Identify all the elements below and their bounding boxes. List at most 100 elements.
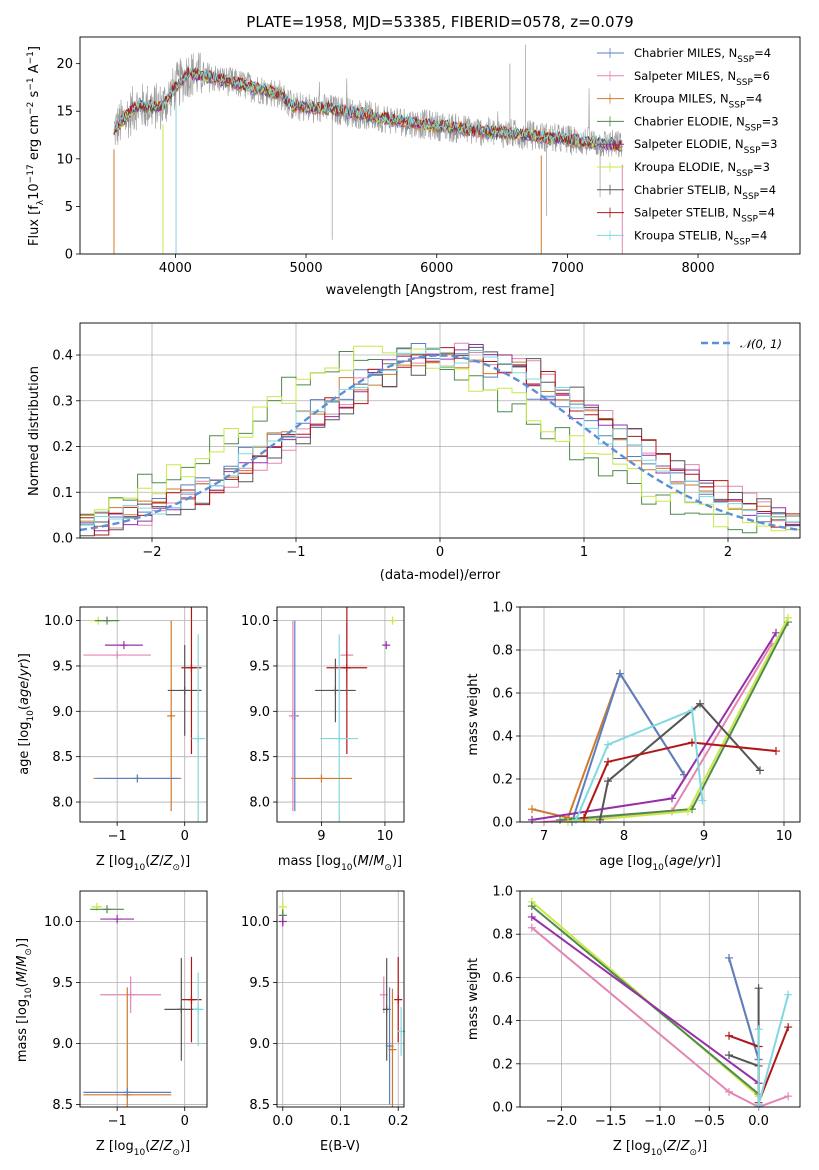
weight-series-line: [728, 957, 760, 1060]
axis-label-part: (: [664, 854, 669, 869]
legend-label-part: Kroupa MILES, N: [634, 92, 729, 106]
axis-label-part: 10: [134, 1148, 146, 1158]
y-tick-label: 8.5: [249, 750, 270, 765]
axis-label-part: ⊙: [24, 948, 34, 956]
weight-point: [756, 766, 764, 775]
spectrum-ylabel-part: 10: [27, 183, 42, 200]
legend-label-part: SSP: [737, 55, 754, 65]
y-tick-label: 0.8: [492, 928, 513, 943]
axis-label-part: )]: [392, 854, 402, 869]
y-tick-label: 20: [56, 57, 73, 72]
data-point: [194, 1005, 203, 1014]
x-tick-label: 5000: [290, 261, 323, 276]
axis-label-part: Z: [163, 854, 174, 869]
legend-label-part: SSP: [734, 237, 751, 247]
axis-label-part: /: [159, 854, 164, 869]
weight-point: [772, 628, 780, 637]
legend-label: Kroupa STELIB, NSSP=4: [634, 228, 767, 247]
axis-label-part: age: [669, 854, 693, 869]
weight-point: [754, 984, 763, 993]
x-tick-label: 4000: [159, 261, 192, 276]
y-tick-label: 0.2: [492, 773, 513, 788]
data-point: [288, 711, 297, 720]
weight-point: [688, 738, 696, 747]
data-point: [388, 1045, 397, 1054]
x-tick-label: 9: [700, 829, 708, 844]
legend-label-part: SSP: [729, 101, 746, 111]
axis-label-part: Z: [680, 1139, 691, 1154]
y-tick-label: 8.0: [249, 796, 270, 811]
x-tick-label: 1: [580, 545, 588, 560]
weight-point: [604, 777, 612, 786]
axis-label-part: Z [log: [96, 854, 134, 869]
figure-title: PLATE=1958, MJD=53385, FIBERID=0578, z=0…: [246, 13, 633, 31]
legend-label-part: =4: [745, 92, 762, 106]
axis-label-part: 10: [341, 863, 353, 873]
data-point: [394, 995, 403, 1004]
y-tick-label: 0.0: [492, 816, 513, 831]
axis-label: mass [log10(M/M⊙)]: [278, 854, 402, 873]
y-tick-label: 0.4: [52, 349, 73, 364]
weight-point: [556, 815, 564, 824]
axis-label-part: ⊙: [172, 1148, 180, 1158]
residuals-ylabel: Normed distribution: [27, 366, 42, 496]
axis-label-part: M: [15, 971, 30, 982]
axes-frame: [519, 890, 801, 1108]
spectrum-panel: 4000 5000 6000 7000 8000 0 5 10 15 20 wavelength […: [26, 36, 801, 298]
mass-vs-ebv-panel: 0.0 0.1 0.2 8.5 9.0 9.5 10.0 E(B-V): [241, 890, 409, 1154]
axis-label-part: (: [145, 854, 150, 869]
y-tick-label: 9.0: [249, 1037, 270, 1052]
axis-label-part: /: [15, 966, 30, 971]
x-tick-label: 8: [620, 829, 628, 844]
spectrum-ylabel-part: Flux [f: [27, 205, 42, 246]
y-tick-label: 9.5: [52, 659, 73, 674]
y-tick-label: 10.0: [44, 614, 73, 629]
axis-label-part: )]: [15, 938, 30, 948]
y-tick-label: 8.0: [52, 796, 73, 811]
spectrum-ylabel-part: −17: [26, 164, 36, 183]
x-tick-label: 10: [776, 829, 793, 844]
y-tick-label: 10.0: [44, 915, 73, 930]
axis-label-part: /: [17, 676, 32, 681]
y-tick-label: 8.5: [52, 1098, 73, 1113]
axis-label-part: )]: [180, 1139, 190, 1154]
data-point: [167, 711, 176, 720]
x-tick-label: 0: [181, 1114, 189, 1129]
weight-point: [754, 1100, 763, 1109]
axis-label-part: age [log: [17, 722, 32, 775]
mass-vs-metallicity-panel: −1 08.59.09.510.0Z [log10(Z/Z⊙)]mass [log…: [15, 890, 208, 1158]
y-tick-label: 0.2: [52, 440, 73, 455]
axis-label: mass weight: [466, 958, 481, 1040]
data-point: [335, 734, 344, 743]
axis-label-part: Z: [666, 1139, 677, 1154]
weight-point: [527, 902, 536, 911]
y-tick-label: 0: [65, 248, 73, 263]
axis-label-part: Z [log: [613, 1139, 651, 1154]
y-tick-label: 0.2: [492, 1057, 513, 1072]
data-point: [194, 734, 203, 743]
legend-label-part: Chabrier MILES, N: [634, 46, 737, 60]
data-point: [113, 915, 122, 924]
axis-label-part: age: [17, 681, 32, 705]
axis-label-part: )]: [697, 1139, 707, 1154]
y-tick-label: 0.4: [492, 1014, 513, 1029]
weight-point: [772, 747, 780, 756]
y-tick-label: 0.0: [52, 532, 73, 547]
weight-vs-metallicity-panel: −2.0 −1.5 −1.0 −0.5 0.0 0.0 0.2 0.4 0.6 0.8 1.0 mas…: [466, 885, 801, 1158]
axis-label-part: 10: [652, 863, 664, 873]
spectrum-ylabel-part: s: [27, 90, 42, 101]
data-point: [187, 663, 196, 672]
weight-series-line: [583, 741, 777, 819]
axis-label-part: age [log: [599, 854, 652, 869]
axis-label: Z [log10(Z/Z⊙)]: [613, 1139, 707, 1158]
x-tick-label: 0.1: [330, 1114, 351, 1129]
legend-label: 𝒩(0, 1): [740, 337, 782, 351]
spectrum-ylabel-part: −1: [26, 77, 36, 90]
weight-series-line: [757, 994, 790, 1106]
axis-label-part: yr: [17, 662, 32, 678]
x-tick-label: 0.0: [272, 1114, 293, 1129]
axis-label-part: )]: [180, 854, 190, 869]
weight-point: [784, 990, 793, 999]
y-tick-label: 10.0: [241, 915, 270, 930]
